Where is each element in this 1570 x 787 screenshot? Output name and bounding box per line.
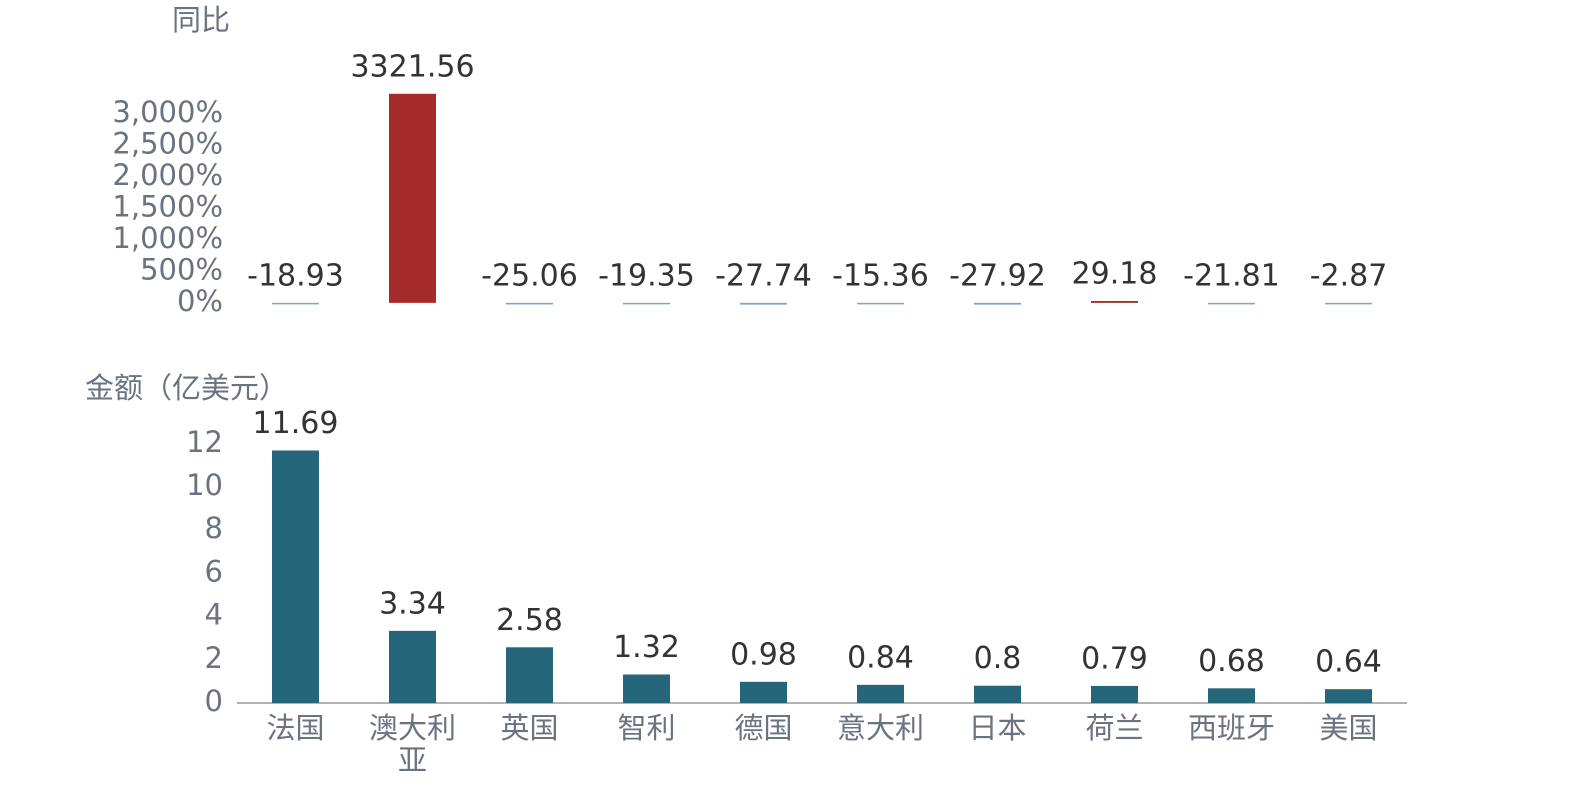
x-tick-label: 英国 [500,711,558,745]
bar [974,302,1021,305]
x-tick-label: 西班牙 [1188,711,1275,745]
data-label: -19.35 [598,258,695,293]
bar [506,647,553,703]
bar [857,684,904,703]
x-tick-label: 荷兰 [1085,711,1143,745]
bar [740,302,787,305]
data-label: 29.18 [1072,257,1158,292]
x-tick-label: 澳大利亚 [369,711,456,777]
bar [272,302,319,305]
bar [974,685,1021,703]
bar [1091,301,1138,303]
bar [623,674,670,703]
y-tick-label: 2 [205,641,223,675]
data-label: 0.68 [1198,644,1265,679]
data-label: 0.8 [974,641,1022,676]
bar [740,681,787,703]
data-label: -18.93 [247,258,344,293]
y-tick-label: 1,500% [112,189,223,223]
data-label: 0.98 [730,637,797,672]
y-tick-label: 2,000% [112,158,223,192]
bar [623,302,670,305]
data-label: -27.74 [715,258,812,293]
y-tick-label: 8 [205,511,223,545]
y-tick-label: 12 [186,425,223,459]
x-tick-label: 德国 [734,711,792,745]
data-label: 3321.56 [350,49,474,84]
data-label: 11.69 [253,406,339,441]
y-tick-label: 500% [140,252,223,286]
data-label: 0.84 [847,640,914,675]
bar [1325,689,1372,703]
x-tick-label: 智利 [617,711,675,745]
y-tick-label: 0 [205,684,223,718]
x-tick-label: 美国 [1319,711,1377,745]
y-tick-label: 1,000% [112,221,223,255]
y-tick-label: 3,000% [112,95,223,129]
y-tick-label: 6 [205,554,223,588]
data-label: -27.92 [949,258,1046,293]
data-label: -21.81 [1183,258,1280,293]
bar [506,302,553,305]
y-tick-label: 4 [205,598,223,632]
data-label: 1.32 [613,630,680,665]
y-tick-label: 2,500% [112,127,223,161]
data-label: 2.58 [496,603,563,638]
bar [1208,302,1255,305]
bar [272,450,319,703]
axis-title: 金额（亿美元） [85,371,288,405]
data-label: 3.34 [379,586,446,621]
data-label: -15.36 [832,258,929,293]
y-tick-label: 0% [177,284,223,318]
bar [1208,688,1255,703]
bar [389,630,436,703]
data-label: 0.64 [1315,645,1382,680]
bar [857,302,904,305]
data-label: -25.06 [481,258,578,293]
bar [389,93,436,303]
x-tick-label: 法国 [266,711,324,745]
x-tick-label: 日本 [968,711,1026,745]
data-label: -2.87 [1310,258,1388,293]
y-tick-label: 10 [186,468,223,502]
axis-title: 同比 [172,3,230,37]
bar [1091,685,1138,703]
bar [1325,302,1372,305]
x-tick-label: 意大利 [837,711,924,745]
data-label: 0.79 [1081,641,1148,676]
